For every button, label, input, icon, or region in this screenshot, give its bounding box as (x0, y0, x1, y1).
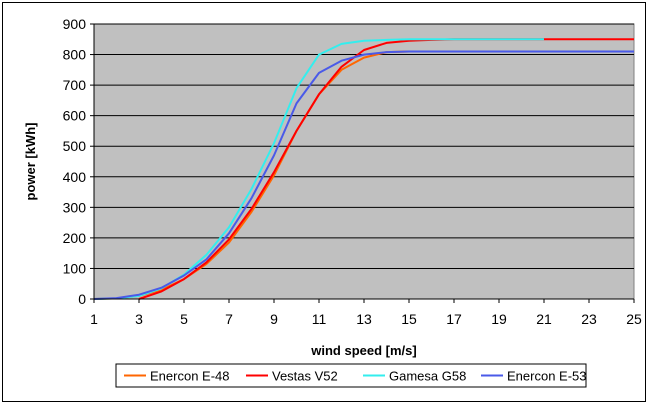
legend: Enercon E-48 Vestas V52 Gamesa G58 Enercon … (115, 363, 587, 388)
x-tick-label: 9 (270, 311, 278, 327)
x-tick-label: 25 (626, 311, 642, 327)
x-tick-label: 13 (356, 311, 372, 327)
y-tick-label: 0 (78, 291, 86, 307)
x-axis-label: wind speed [m/s] (310, 343, 416, 358)
y-tick-label: 700 (63, 77, 87, 93)
x-tick-label: 3 (135, 311, 143, 327)
legend-box (115, 363, 587, 388)
x-tick-label: 5 (180, 311, 188, 327)
x-tick-label: 21 (536, 311, 552, 327)
x-tick-label: 7 (225, 311, 233, 327)
y-tick-label: 200 (63, 230, 87, 246)
y-tick-label: 400 (63, 169, 87, 185)
y-tick-label: 300 (63, 199, 87, 215)
x-tick-label: 23 (581, 311, 597, 327)
x-tick-label: 17 (446, 311, 462, 327)
y-tick-label: 100 (63, 260, 87, 276)
series-line-vestas-v52 (138, 38, 634, 300)
y-tick-label: 600 (63, 108, 87, 124)
legend-label: Vestas V52 (272, 369, 338, 384)
series-lines (93, 38, 634, 300)
y-tick-label: 900 (63, 16, 87, 32)
x-tick-label: 19 (491, 311, 507, 327)
legend-label: Enercon E-48 (150, 369, 230, 384)
y-axis-label: power [kWh] (23, 123, 38, 201)
legend-label: Enercon E-53 (507, 369, 587, 384)
y-tick-label: 500 (63, 138, 87, 154)
plot-area (93, 23, 635, 300)
x-tick-label: 1 (90, 311, 98, 327)
series-line-enercon-e-53 (93, 50, 634, 300)
legend-label: Gamesa G58 (389, 369, 466, 384)
gridlines (94, 23, 634, 269)
x-tick-label: 15 (401, 311, 417, 327)
x-tick-label: 11 (312, 311, 327, 327)
chart-frame: 0 100 200 300 400 500 600 700 800 900 1 3 5 7 9 11 13 15 1… (2, 2, 646, 402)
y-tick-label: 800 (63, 47, 87, 63)
